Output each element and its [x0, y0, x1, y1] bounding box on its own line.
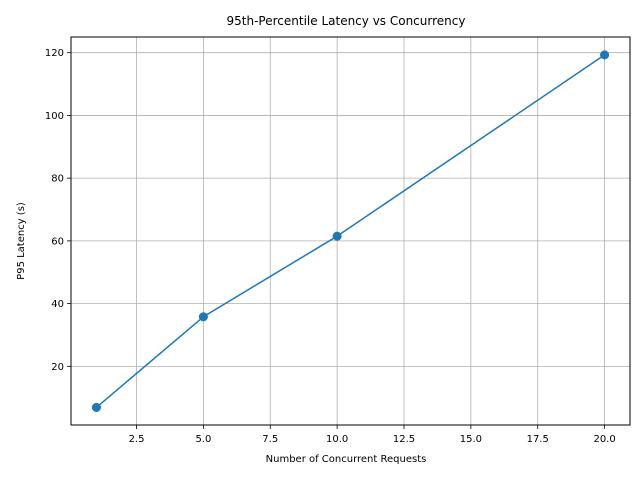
y-tick-label: 60 — [51, 236, 64, 247]
x-axis-ticks: 2.5 5.0 7.5 10.0 12.5 15.0 17.5 20.0 — [129, 425, 616, 445]
y-tick-label: 20 — [51, 362, 64, 373]
data-point — [600, 50, 610, 60]
y-tick-label: 40 — [51, 299, 64, 310]
x-tick-label: 15.0 — [460, 434, 482, 445]
y-axis-ticks: 20 40 60 80 100 120 — [45, 48, 71, 373]
y-axis-label: P95 Latency (s) — [16, 202, 27, 280]
x-axis-label: Number of Concurrent Requests — [266, 454, 427, 465]
data-point — [332, 231, 342, 241]
series-line — [95, 54, 606, 409]
x-tick-label: 7.5 — [262, 434, 278, 445]
x-tick-label: 17.5 — [527, 434, 549, 445]
y-tick-label: 120 — [45, 48, 64, 59]
x-tick-label: 2.5 — [129, 434, 145, 445]
y-tick-label: 100 — [45, 111, 64, 122]
x-tick-label: 10.0 — [326, 434, 348, 445]
grid — [71, 37, 630, 425]
plot-frame — [70, 36, 631, 426]
chart-title: 95th-Percentile Latency vs Concurrency — [227, 14, 466, 28]
data-point — [91, 402, 101, 412]
x-tick-label: 12.5 — [393, 434, 415, 445]
series-layer — [91, 50, 610, 412]
x-tick-label: 20.0 — [593, 434, 615, 445]
y-tick-label: 80 — [51, 174, 64, 185]
data-point — [198, 312, 208, 322]
x-tick-label: 5.0 — [195, 434, 211, 445]
